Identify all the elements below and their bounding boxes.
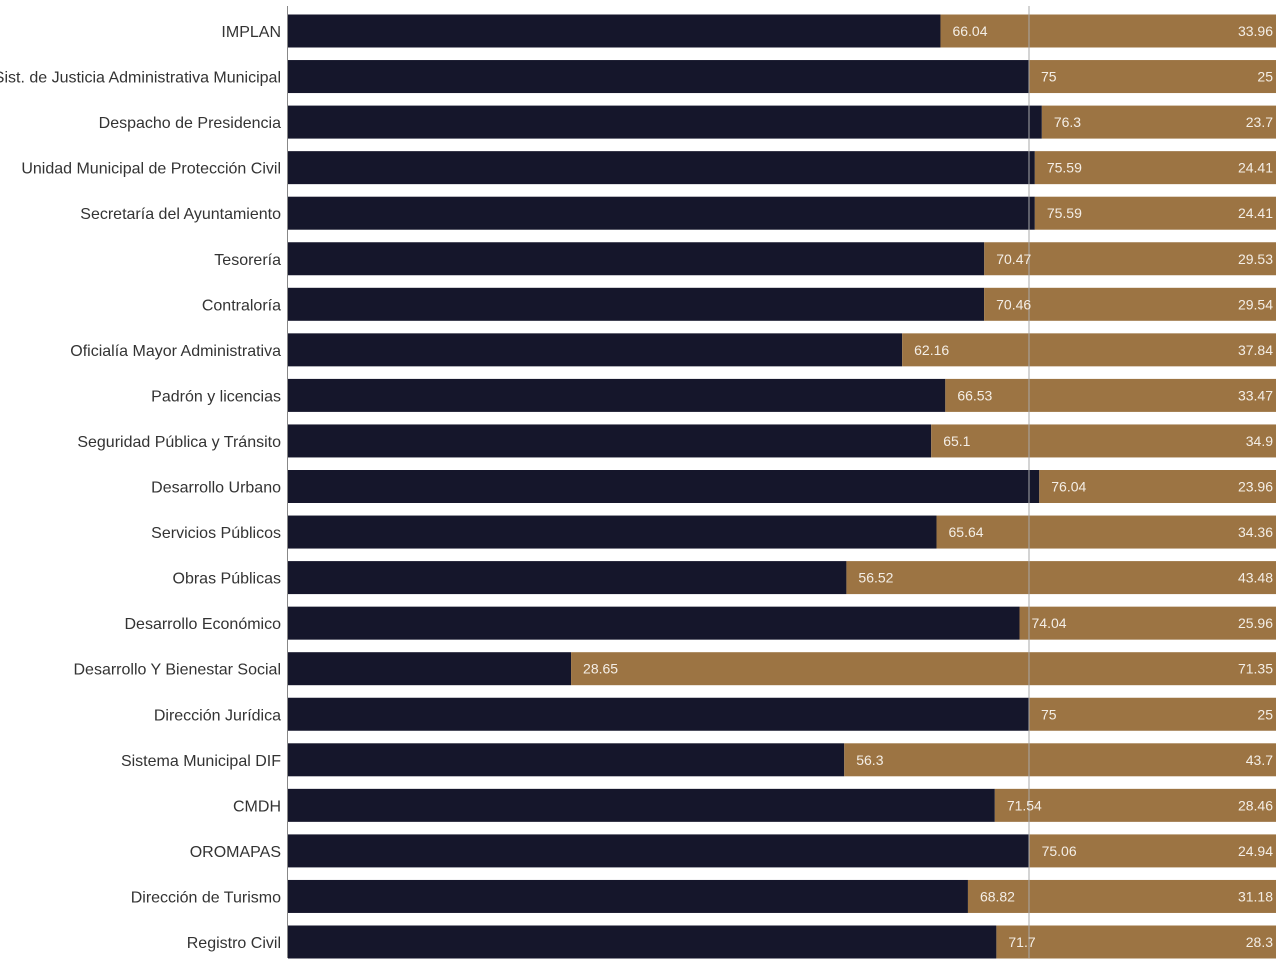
bar-segment-2	[1029, 60, 1276, 93]
value-label: 75.06	[1042, 843, 1077, 859]
bar-segment-2	[902, 333, 1276, 366]
bar-segment-1	[288, 516, 937, 549]
value-label: 75.59	[1047, 205, 1082, 221]
category-label: Dirección Jurídica	[154, 707, 281, 724]
bar-segment-1	[288, 834, 1030, 867]
value-label: 68.82	[980, 888, 1015, 904]
value-label: 76.04	[1051, 479, 1086, 495]
value-label: 29.53	[1238, 251, 1273, 267]
bar-segment-2	[571, 652, 1276, 685]
bar-segment-1	[288, 379, 945, 412]
bar-segment-1	[288, 470, 1039, 503]
category-label: Registro Civil	[187, 935, 281, 952]
value-label: 43.48	[1238, 570, 1273, 586]
value-label: 76.3	[1054, 114, 1081, 130]
value-label: 56.3	[856, 752, 883, 768]
bar-segment-2	[940, 15, 1276, 48]
value-label: 65.1	[943, 433, 970, 449]
bar-segment-1	[288, 197, 1035, 230]
category-label: Tesorería	[214, 252, 281, 269]
bar-segment-2	[937, 516, 1276, 549]
category-label: Padrón y licencias	[151, 388, 281, 405]
value-label: 33.96	[1238, 23, 1273, 39]
category-label: Secretaría del Ayuntamiento	[80, 206, 281, 223]
value-label: 25	[1257, 706, 1273, 722]
bar-segment-1	[288, 333, 902, 366]
value-label: 75	[1041, 69, 1057, 85]
category-label: Dirección de Turismo	[131, 889, 281, 906]
value-label: 24.41	[1238, 160, 1273, 176]
category-label: Obras Públicas	[173, 571, 282, 588]
value-label: 29.54	[1238, 296, 1273, 312]
bar-segment-1	[288, 880, 968, 913]
category-labels-group: IMPLAN Sist. de Justicia Administrativa M…	[0, 24, 281, 952]
value-label: 71.54	[1007, 797, 1042, 813]
value-label: 43.7	[1246, 752, 1273, 768]
bar-segment-1	[288, 652, 571, 685]
bar-segment-1	[288, 698, 1029, 731]
category-label: OROMAPAS	[190, 844, 281, 861]
value-label: 71.35	[1238, 661, 1273, 677]
category-label: Sist. de Justicia Administrativa Municip…	[0, 70, 281, 87]
value-label: 56.52	[858, 570, 893, 586]
value-label: 65.64	[949, 524, 984, 540]
bar-segment-1	[288, 242, 984, 275]
value-label: 28.3	[1246, 934, 1273, 950]
value-label: 25.96	[1238, 615, 1273, 631]
category-label: Servicios Públicos	[151, 525, 281, 542]
value-label: 70.47	[996, 251, 1031, 267]
value-label: 34.36	[1238, 524, 1273, 540]
bar-segment-1	[288, 926, 996, 959]
category-label: Desarrollo Urbano	[151, 480, 281, 497]
value-label: 75.59	[1047, 160, 1082, 176]
value-label: 25	[1257, 69, 1273, 85]
bar-segment-1	[288, 424, 931, 457]
bar-segment-1	[288, 288, 984, 321]
category-label: CMDH	[233, 798, 281, 815]
bar-segment-1	[288, 15, 940, 48]
bars-group	[288, 15, 1276, 959]
bar-segment-1	[288, 561, 846, 594]
bar-segment-1	[288, 607, 1020, 640]
bar-segment-1	[288, 743, 844, 776]
value-label: 24.94	[1238, 843, 1273, 859]
value-label: 62.16	[914, 342, 949, 358]
category-label: Desarrollo Y Bienestar Social	[73, 662, 281, 679]
bar-segment-2	[1029, 698, 1276, 731]
bar-segment-1	[288, 60, 1029, 93]
value-label: 28.46	[1238, 797, 1273, 813]
value-label: 37.84	[1238, 342, 1273, 358]
category-label: Despacho de Presidencia	[99, 115, 281, 132]
value-label: 31.18	[1238, 888, 1273, 904]
value-label: 71.7	[1008, 934, 1035, 950]
category-label: Contraloría	[202, 297, 281, 314]
bar-segment-1	[288, 106, 1042, 139]
value-label: 23.7	[1246, 114, 1273, 130]
value-label: 33.47	[1238, 387, 1273, 403]
category-label: Sistema Municipal DIF	[121, 753, 281, 770]
bar-segment-2	[846, 561, 1276, 594]
bar-segment-2	[945, 379, 1276, 412]
value-label: 70.46	[996, 296, 1031, 312]
value-label: 75	[1041, 706, 1057, 722]
value-label: 24.41	[1238, 205, 1273, 221]
bar-segment-1	[288, 151, 1035, 184]
value-label: 74.04	[1032, 615, 1067, 631]
category-label: Desarrollo Económico	[124, 616, 281, 633]
value-label: 28.65	[583, 661, 618, 677]
category-label: Seguridad Pública y Tránsito	[77, 434, 281, 451]
bar-segment-2	[996, 926, 1276, 959]
bar-segment-2	[931, 424, 1276, 457]
value-label: 34.9	[1246, 433, 1273, 449]
category-label: Unidad Municipal de Protección Civil	[21, 161, 281, 178]
bar-segment-2	[844, 743, 1276, 776]
value-label: 66.04	[952, 23, 987, 39]
value-label: 23.96	[1238, 479, 1273, 495]
bar-segment-1	[288, 789, 995, 822]
value-label: 66.53	[957, 387, 992, 403]
category-label: IMPLAN	[221, 24, 281, 41]
category-label: Oficialía Mayor Administrativa	[70, 343, 281, 360]
